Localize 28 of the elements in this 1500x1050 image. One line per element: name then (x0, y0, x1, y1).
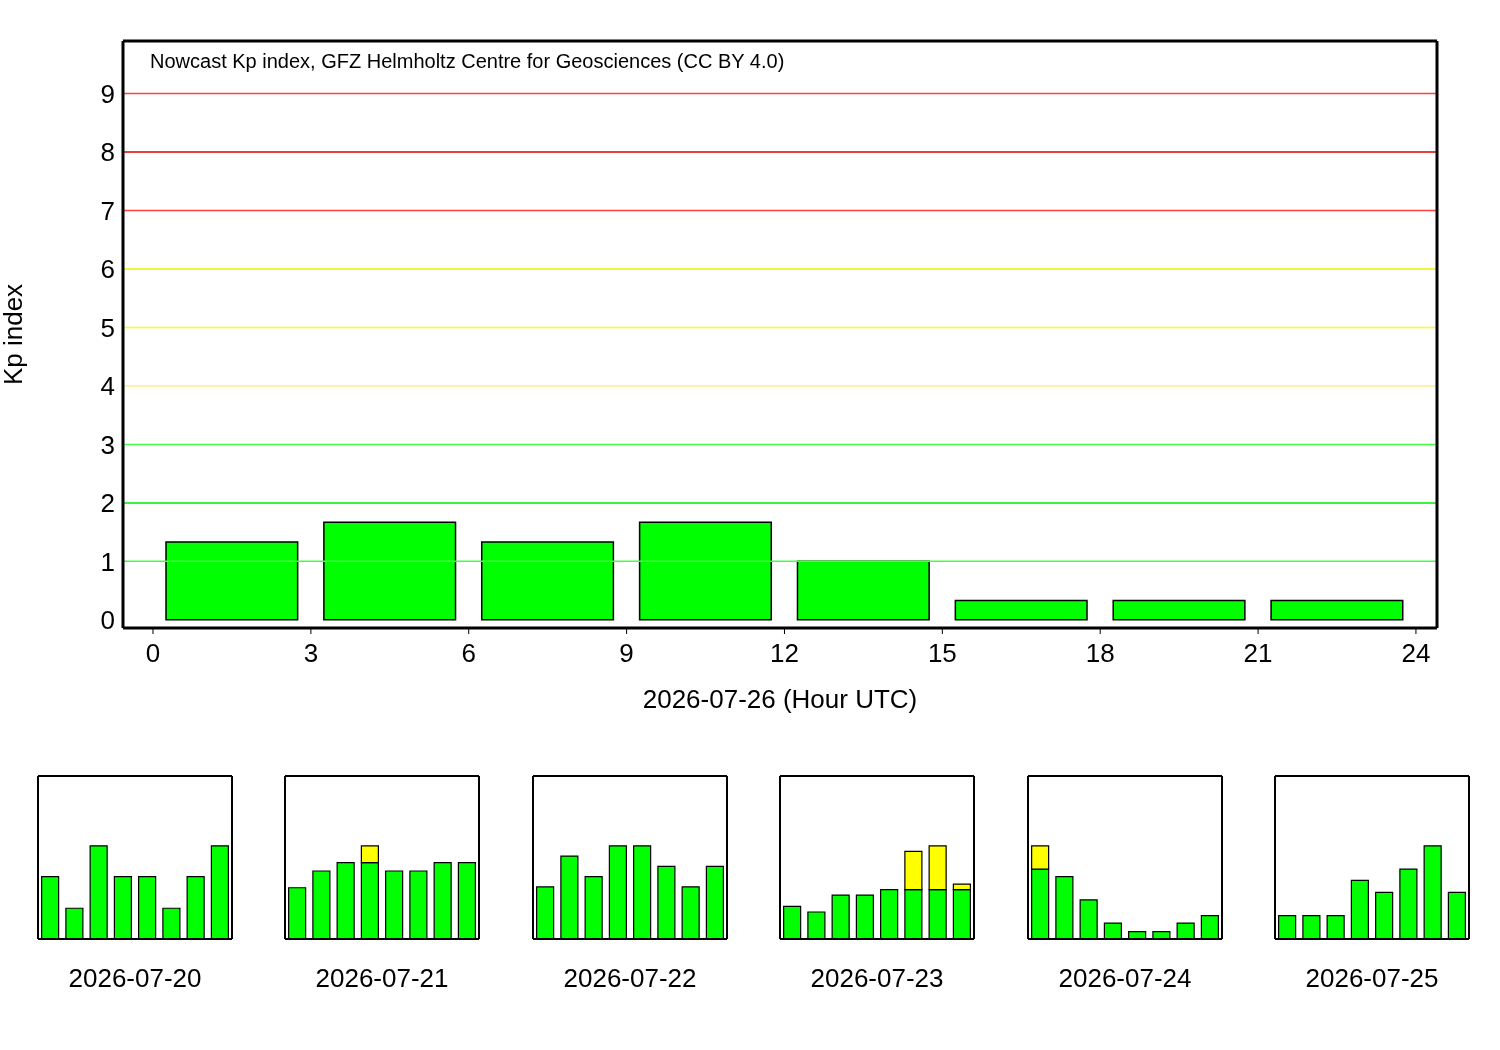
y-tick-label: 0 (100, 605, 115, 636)
x-tick-label: 9 (619, 638, 634, 669)
annotation: Nowcast Kp index, GFZ Helmholtz Centre for Geosciences (CC BY 4.0) (150, 50, 785, 73)
y-tick-label: 3 (100, 429, 115, 460)
x-axis-title: 2026-07-21 (315, 963, 449, 994)
y-tick-label: 2 (100, 488, 115, 519)
x-tick-label: 12 (770, 638, 799, 669)
y-tick-label: 9 (100, 78, 115, 109)
y-tick-label: 8 (100, 137, 115, 168)
x-axis-title: 2026-07-26 (Hour UTC) (642, 684, 918, 715)
x-axis-title: 2026-07-22 (563, 963, 697, 994)
x-tick-label: 6 (461, 638, 476, 669)
x-tick-label: 24 (1401, 638, 1431, 669)
x-tick-label: 15 (927, 638, 957, 669)
y-axis-title: Kp index (0, 283, 29, 386)
x-axis-title: 2026-07-20 (68, 963, 202, 994)
x-axis-title: 2026-07-25 (1305, 963, 1439, 994)
y-tick-label: 4 (100, 371, 115, 402)
x-tick-label: 18 (1085, 638, 1115, 669)
x-tick-label: 21 (1243, 638, 1273, 669)
x-axis-title: 2026-07-24 (1058, 963, 1192, 994)
x-tick-label: 0 (145, 638, 161, 669)
y-tick-label: 7 (100, 195, 115, 226)
x-tick-label: 3 (303, 638, 319, 669)
y-tick-label: 1 (100, 546, 115, 577)
y-tick-label: 6 (100, 254, 115, 285)
x-axis-title: 2026-07-23 (810, 963, 944, 994)
y-tick-label: 5 (100, 312, 115, 343)
